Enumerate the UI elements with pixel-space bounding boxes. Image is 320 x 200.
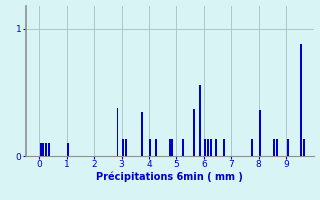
Bar: [43, 143, 44, 156]
Bar: [223, 139, 225, 156]
Bar: [210, 139, 212, 156]
Bar: [141, 112, 143, 156]
Bar: [207, 139, 209, 156]
Bar: [204, 139, 206, 156]
Bar: [287, 139, 289, 156]
Bar: [172, 139, 173, 156]
X-axis label: Précipitations 6min ( mm ): Précipitations 6min ( mm ): [96, 172, 243, 182]
Bar: [67, 143, 69, 156]
Bar: [276, 139, 277, 156]
Bar: [155, 139, 157, 156]
Bar: [40, 143, 42, 156]
Bar: [199, 85, 201, 156]
Bar: [169, 139, 171, 156]
Bar: [193, 109, 195, 156]
Bar: [303, 139, 305, 156]
Bar: [300, 44, 302, 156]
Bar: [273, 139, 275, 156]
Bar: [215, 139, 217, 156]
Bar: [116, 108, 118, 156]
Bar: [48, 143, 50, 156]
Bar: [45, 143, 47, 156]
Bar: [251, 139, 253, 156]
Bar: [125, 139, 127, 156]
Bar: [259, 110, 261, 156]
Bar: [122, 139, 124, 156]
Bar: [149, 139, 151, 156]
Bar: [182, 139, 184, 156]
